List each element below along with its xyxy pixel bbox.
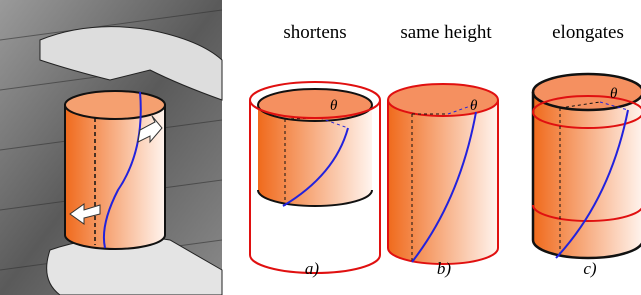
angle-label: θ: [330, 98, 338, 114]
caption: a): [305, 259, 320, 278]
photo: [0, 0, 222, 295]
panel-title: elongates: [552, 22, 624, 43]
angle-label: θ: [610, 86, 618, 102]
caption: c): [583, 259, 597, 278]
angle-label: θ: [470, 98, 478, 114]
caption: b): [437, 259, 452, 278]
panel-a: shortens θ a): [250, 22, 380, 278]
panel-title: same height: [400, 22, 492, 43]
panel-c: elongates θ c): [533, 22, 641, 278]
figure: shortens θ a) same height θ b) elongates: [0, 0, 641, 295]
panel-b: same height θ b): [388, 22, 498, 278]
panel-title: shortens: [283, 22, 346, 43]
